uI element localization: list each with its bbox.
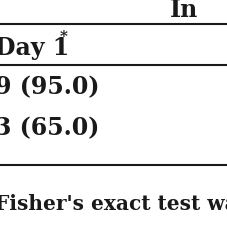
Text: Day 1: Day 1 [0, 36, 70, 60]
Text: In: In [170, 0, 198, 22]
Text: 3 (65.0): 3 (65.0) [0, 116, 100, 140]
Text: *: * [60, 30, 68, 44]
Text: Fisher's exact test was u: Fisher's exact test was u [0, 194, 227, 214]
Text: 9 (95.0): 9 (95.0) [0, 75, 100, 99]
